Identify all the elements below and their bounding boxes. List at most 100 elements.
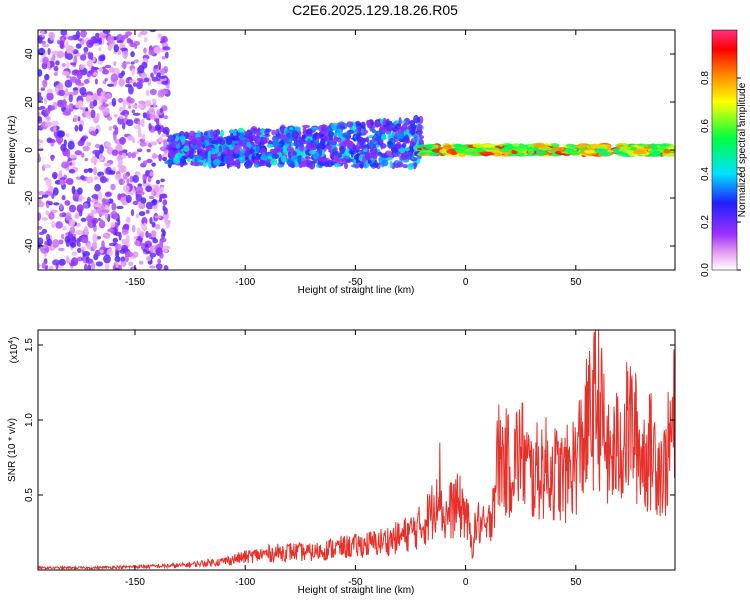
spectrogram-cell bbox=[413, 115, 420, 124]
spectrogram-cell bbox=[236, 138, 243, 147]
spectrogram-cell bbox=[131, 104, 138, 108]
spectrogram-cell bbox=[369, 163, 378, 168]
spectrogram-cell bbox=[343, 139, 352, 145]
spectrogram-cell bbox=[141, 61, 148, 69]
spectrogram-cell bbox=[60, 233, 65, 240]
x-tick-label: -100 bbox=[235, 277, 255, 288]
spectrogram-cell bbox=[151, 205, 158, 210]
spectrogram-cell bbox=[233, 148, 241, 155]
spectrogram-cell bbox=[38, 116, 43, 124]
spectrogram-cell bbox=[51, 221, 56, 229]
spectrogram-cell bbox=[71, 185, 76, 195]
spectrogram-cell bbox=[86, 141, 92, 147]
spectrogram-cell bbox=[336, 128, 343, 137]
spectrogram-cell bbox=[137, 120, 141, 127]
spectrogram-cell bbox=[158, 136, 164, 143]
spectrogram-cell bbox=[305, 149, 311, 156]
spectrogram-cell bbox=[336, 158, 341, 164]
spectrogram-cell bbox=[341, 157, 347, 165]
spectrogram-cell bbox=[48, 265, 54, 270]
spectrogram-cell bbox=[135, 186, 144, 194]
spectrogram-cell bbox=[59, 40, 65, 49]
spectrogram-cell bbox=[375, 130, 383, 136]
spectrogram-cell bbox=[131, 109, 136, 114]
spectrogram-cell bbox=[60, 30, 68, 36]
spectrogram-cell bbox=[314, 138, 320, 145]
spectrogram-y-axis: -40 -20 0 20 40 bbox=[24, 48, 675, 253]
spectrogram-cell bbox=[46, 92, 54, 101]
spectrogram-cell bbox=[152, 238, 158, 244]
spectrogram-cell bbox=[94, 183, 101, 192]
spectrogram-cell bbox=[138, 211, 146, 217]
spectrogram-cell bbox=[282, 145, 286, 151]
spectrogram-cell bbox=[90, 109, 96, 119]
spectrogram-cell bbox=[72, 49, 79, 55]
spectrogram-cell bbox=[112, 213, 118, 220]
snr-x-axis: -150 -100 -50 0 50 bbox=[125, 330, 582, 588]
spectrogram-cell bbox=[239, 132, 245, 139]
x-tick-label: -150 bbox=[125, 277, 145, 288]
spectrogram-cell bbox=[100, 176, 107, 184]
spectrogram-cell bbox=[122, 122, 126, 130]
spectrogram-cell bbox=[66, 255, 70, 264]
snr-x-label: Height of straight line (km) bbox=[298, 585, 415, 596]
y-tick-label: 20 bbox=[24, 96, 35, 108]
spectrogram-cell bbox=[107, 45, 113, 51]
spectrogram-cell bbox=[86, 176, 94, 184]
spectrogram-cell bbox=[75, 30, 81, 39]
spectrogram-cell bbox=[201, 136, 209, 140]
spectrogram-cell bbox=[92, 149, 101, 155]
spectrogram-cell bbox=[117, 193, 121, 201]
spectrogram-cell bbox=[66, 148, 71, 158]
spectrogram-cell bbox=[79, 87, 87, 96]
spectrogram-cell bbox=[87, 264, 92, 270]
spectrogram-cell bbox=[145, 209, 150, 214]
spectrogram-cell bbox=[153, 46, 162, 54]
spectrogram-cell bbox=[64, 88, 69, 97]
spectrogram-cell bbox=[62, 98, 67, 108]
spectrogram-cell bbox=[158, 75, 167, 79]
spectrogram-cell bbox=[51, 139, 56, 144]
spectrogram-cell bbox=[52, 259, 60, 266]
spectrogram-cell bbox=[346, 144, 351, 149]
spectrogram-cell bbox=[146, 158, 153, 164]
spectrogram-cell bbox=[391, 146, 399, 153]
spectrogram-cell bbox=[107, 35, 114, 45]
spectrogram-cell bbox=[191, 138, 198, 146]
spectrogram-cell bbox=[87, 51, 92, 60]
spectrogram-cell bbox=[80, 54, 87, 61]
spectrogram-cell bbox=[260, 154, 268, 161]
spectrogram-cell bbox=[125, 194, 132, 204]
spectrogram-cell bbox=[69, 204, 76, 213]
spectrogram-cell bbox=[297, 155, 302, 165]
spectrogram-cell bbox=[159, 146, 167, 152]
spectrogram-x-axis: -150 -100 -50 0 50 bbox=[125, 30, 582, 288]
spectrogram-cell bbox=[92, 241, 98, 250]
spectrogram-cell bbox=[80, 217, 87, 222]
spectrogram-cell bbox=[138, 80, 145, 83]
spectrogram-cell bbox=[270, 158, 275, 164]
spectrogram-cell bbox=[114, 243, 122, 250]
spectrogram-cell bbox=[68, 94, 73, 103]
spectrogram-cell bbox=[101, 209, 110, 213]
spectrogram-cell bbox=[66, 178, 74, 185]
spectrogram-cell bbox=[48, 212, 55, 220]
spectrogram-cell bbox=[40, 87, 45, 91]
spectrogram-cell bbox=[52, 187, 59, 196]
spectrogram-cell bbox=[381, 154, 388, 159]
spectrogram-cell bbox=[44, 73, 50, 81]
spectrogram-cell bbox=[114, 126, 119, 135]
spectrogram-cell bbox=[51, 171, 58, 179]
spectrogram-cell bbox=[102, 30, 111, 34]
spectrogram-cell bbox=[83, 46, 89, 53]
spectrogram-cell bbox=[163, 265, 169, 270]
spectrogram-cell bbox=[589, 143, 602, 149]
spectrogram-cell bbox=[162, 156, 168, 162]
spectrogram-cell bbox=[350, 158, 355, 163]
spectrogram-cell bbox=[414, 135, 418, 143]
spectrogram-cell bbox=[143, 248, 147, 253]
spectrogram-cell bbox=[38, 263, 41, 269]
spectrogram-cell bbox=[131, 152, 136, 159]
spectrogram-cell bbox=[101, 240, 105, 250]
spectrogram-cell bbox=[77, 187, 83, 195]
